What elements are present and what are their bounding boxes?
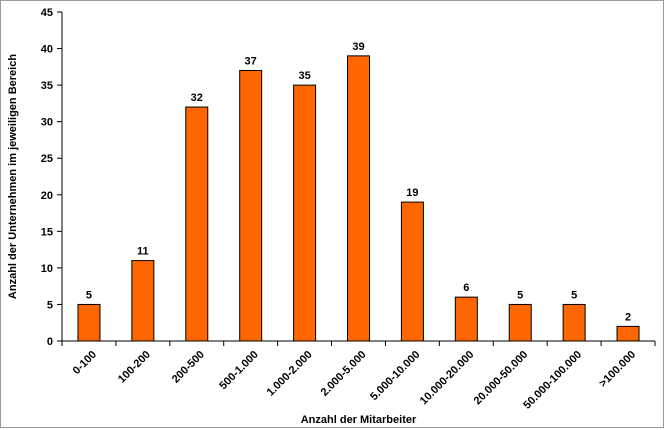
bar-4 — [293, 84, 317, 342]
x-axis: 0-100 100-200 200-500 500-1.000 1.000-2.000 2… — [61, 340, 656, 412]
bar-3 — [239, 69, 263, 342]
x-tick-label: 50.000-100.000 — [521, 349, 584, 412]
x-tick-label: 1.000-2.000 — [265, 349, 315, 399]
x-tick-label: 200-500 — [170, 349, 207, 386]
y-tick-label: 15 — [41, 226, 53, 238]
data-label-9: 5 — [571, 289, 577, 301]
bar-0 — [77, 303, 101, 342]
data-label-8: 5 — [517, 289, 523, 301]
data-label-10: 2 — [625, 311, 631, 323]
bar-9 — [562, 303, 586, 342]
data-label-1: 11 — [137, 246, 149, 258]
data-label-6: 19 — [406, 187, 418, 199]
data-label-7: 6 — [463, 282, 469, 294]
data-label-4: 35 — [298, 70, 310, 82]
bar-1 — [131, 260, 155, 342]
data-label-2: 32 — [191, 92, 203, 104]
y-tick-label: 0 — [47, 336, 53, 348]
y-tick-label: 10 — [41, 263, 53, 275]
x-tick-label: 100-200 — [116, 349, 153, 386]
y-tick-label: 40 — [41, 44, 53, 56]
bar-8 — [508, 303, 532, 342]
x-tick-label: 500-1.000 — [217, 349, 261, 393]
x-tick-label: >100.000 — [597, 349, 638, 390]
x-tick-label: 5.000-10.000 — [368, 349, 422, 403]
data-label-5: 39 — [352, 41, 364, 53]
x-tick-label: 10.000-20.000 — [418, 349, 477, 408]
data-label-0: 5 — [86, 289, 92, 301]
x-tick-label: 20.000-50.000 — [472, 349, 531, 408]
data-label-3: 37 — [245, 55, 257, 67]
bar-6 — [400, 201, 424, 342]
y-tick-label: 45 — [41, 7, 53, 19]
y-tick-label: 20 — [41, 190, 53, 202]
data-labels: 5 11 32 37 35 39 19 6 5 5 2 — [86, 41, 631, 324]
bar-10 — [616, 325, 640, 342]
y-axis: 0 5 10 15 20 25 30 35 40 45 — [41, 7, 63, 348]
x-tick-label: 2.000-5.000 — [319, 349, 369, 399]
x-tick-label: 0-100 — [71, 349, 99, 377]
x-axis-title: Anzahl der Mitarbeiter — [301, 414, 417, 426]
y-tick-label: 25 — [41, 153, 53, 165]
bar-2 — [185, 106, 209, 342]
y-tick-label: 35 — [41, 80, 53, 92]
y-tick-label: 5 — [47, 299, 53, 311]
bar-5 — [347, 55, 370, 342]
bar-7 — [454, 296, 478, 342]
y-tick-label: 30 — [41, 117, 53, 129]
y-axis-title: Anzahl der Unternehmen im jeweiligen Ber… — [7, 54, 19, 299]
bars — [77, 55, 640, 342]
